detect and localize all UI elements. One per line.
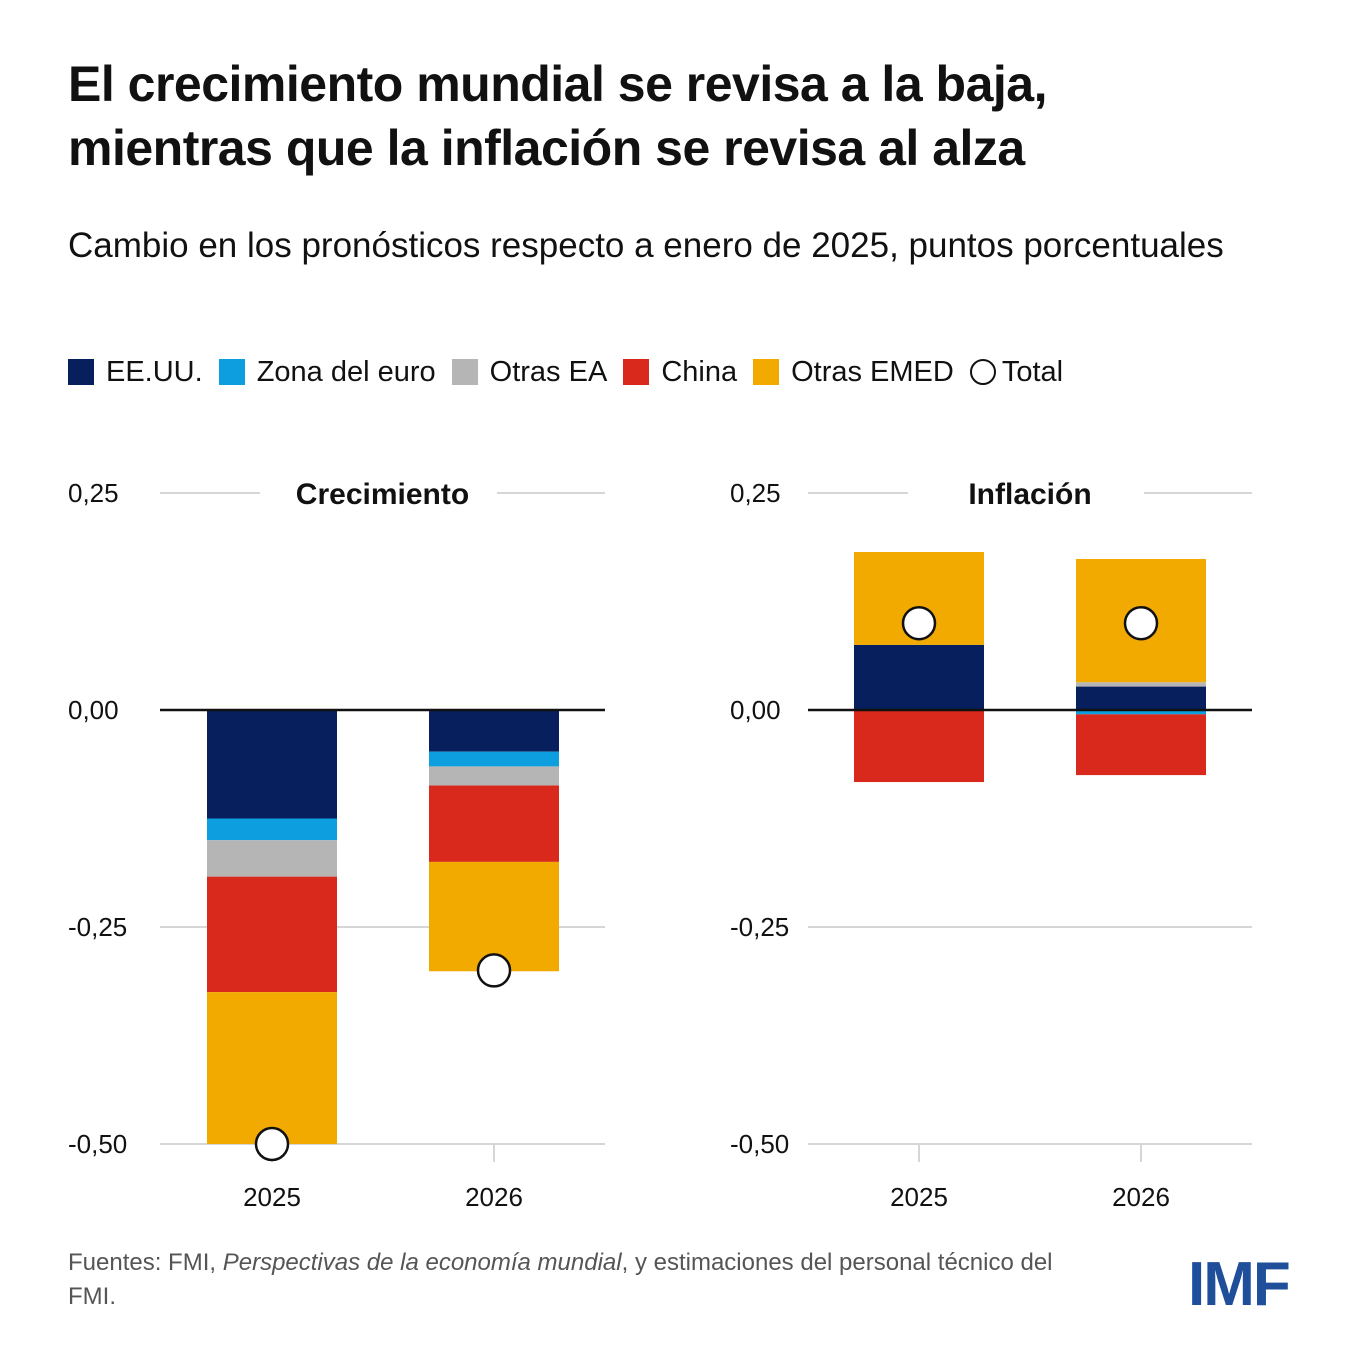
x-tick-label: 2026 — [465, 1182, 523, 1212]
imf-logo: IMF — [1188, 1250, 1291, 1319]
legend-swatch — [969, 359, 996, 385]
legend-item: Total — [969, 355, 1064, 389]
bar-segment — [429, 785, 559, 862]
y-tick-label: -0,50 — [730, 1129, 789, 1159]
bar-segment — [429, 751, 559, 767]
legend-label: EE.UU. — [106, 355, 203, 388]
legend-swatch — [218, 359, 245, 385]
bar-segment — [854, 644, 984, 710]
total-marker — [1123, 605, 1159, 641]
legend-item: China — [623, 356, 737, 389]
title-line-1: El crecimiento mundial se revisa a la ba… — [68, 56, 1047, 112]
bar-segment — [207, 992, 337, 1144]
legend-item: EE.UU. — [68, 356, 203, 389]
legend-item: Zona del euro — [218, 355, 436, 389]
total-marker — [476, 953, 512, 988]
bar-segment — [207, 818, 337, 841]
bar-segment — [207, 710, 337, 819]
legend-swatch — [623, 359, 650, 385]
bar-segment — [207, 840, 337, 877]
chart-title: El crecimiento mundial se revisa a la ba… — [68, 52, 1298, 180]
y-tick-label: 0,25 — [730, 478, 781, 508]
bar-segment — [1076, 686, 1206, 710]
y-tick-label: 0,00 — [730, 695, 781, 725]
x-tick-label: 2025 — [243, 1182, 301, 1212]
chart-area: 0,25 0,00 -0,25 -0,50 Crecimiento 2025 2026 0,2… — [68, 478, 1252, 1212]
source-suffix: , y estimaciones del personal técnico de… — [68, 1249, 1053, 1310]
legend: EE.UU. Zona del euro Otras EA China Otras EM… — [68, 350, 1079, 394]
legend-swatch — [753, 359, 780, 385]
legend-item: Otras EA — [451, 355, 608, 389]
bar-segment — [429, 710, 559, 752]
legend-label: Total — [1001, 355, 1064, 388]
bar-segment — [207, 876, 337, 993]
y-tick-label: 0,00 — [68, 695, 119, 725]
y-tick-label: 0,25 — [68, 478, 119, 508]
bar-segment — [1076, 714, 1206, 776]
bar-segment — [429, 766, 559, 786]
y-tick-label: -0,50 — [68, 1129, 127, 1159]
y-tick-label: -0,25 — [730, 912, 789, 942]
legend-swatch — [68, 359, 94, 385]
bar-segment — [1076, 710, 1206, 715]
panel-title: Crecimiento — [296, 478, 469, 511]
y-tick-label: -0,25 — [68, 912, 127, 942]
legend-label: China — [661, 355, 738, 388]
source-prefix: Fuentes: FMI, — [68, 1249, 223, 1276]
source-note: Fuentes: FMI, Perspectivas de la economí… — [68, 1246, 1088, 1314]
legend-label: Otras EA — [489, 355, 608, 388]
x-tick-label: 2025 — [890, 1182, 948, 1212]
total-marker — [254, 1126, 290, 1162]
x-tick-label: 2026 — [1112, 1182, 1170, 1212]
legend-label: Otras EMED — [791, 355, 954, 388]
bar-segment — [854, 710, 984, 783]
total-marker — [901, 605, 937, 641]
source-publication: Perspectivas de la economía mundial — [222, 1249, 622, 1276]
legend-item: Otras EMED — [753, 356, 954, 389]
bar-segment — [1076, 682, 1206, 687]
legend-label: Zona del euro — [256, 355, 436, 388]
legend-swatch — [451, 359, 478, 385]
title-line-2: mientras que la inflación se revisa al a… — [68, 120, 1025, 176]
bar-segment — [429, 861, 559, 972]
panel-title: Inflación — [968, 478, 1091, 511]
chart-subtitle: Cambio en los pronósticos respecto a ene… — [68, 226, 1224, 265]
